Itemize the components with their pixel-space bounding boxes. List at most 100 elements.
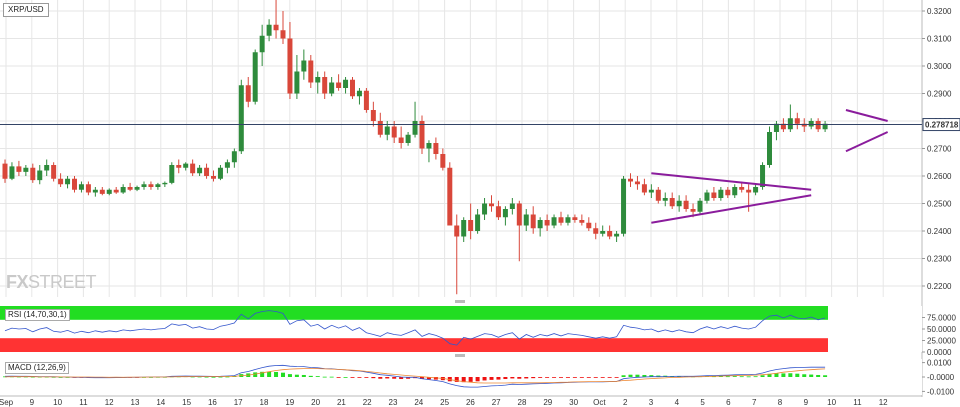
candle-body <box>356 90 362 97</box>
macd-histogram-bar <box>565 377 570 378</box>
macd-histogram-bar <box>649 375 654 377</box>
candle-body <box>44 165 50 171</box>
macd-histogram-bar <box>281 372 285 377</box>
candle-body <box>447 167 453 226</box>
macd-histogram-bar <box>524 377 529 379</box>
time-tick-label: 4 <box>675 398 680 407</box>
rsi-label: RSI (14,70,30,1) <box>5 309 70 321</box>
macd-histogram-bar <box>823 375 828 377</box>
macd-histogram-bar <box>315 376 320 377</box>
time-tick-label: 21 <box>337 398 346 407</box>
candle-body <box>92 189 98 193</box>
candle-body <box>690 209 696 212</box>
macd-histogram-bar <box>795 373 800 377</box>
candle-body <box>516 203 522 226</box>
time-tick-label: 14 <box>156 398 165 407</box>
candle-body <box>266 24 272 36</box>
candle-body <box>808 121 814 127</box>
candle-body <box>65 178 71 185</box>
macd-label: MACD (12,26,9) <box>5 362 69 374</box>
macd-histogram-bar <box>788 373 793 377</box>
price-tick-label: 0.2900 <box>927 90 952 99</box>
time-tick-label: 20 <box>311 398 320 407</box>
candle-body <box>489 203 494 207</box>
macd-histogram-bar <box>538 377 543 378</box>
candle-body <box>767 132 772 165</box>
macd-histogram-bar <box>760 375 765 377</box>
candle-body <box>426 143 432 149</box>
macd-histogram-bar <box>308 375 313 377</box>
candle-body <box>419 121 425 149</box>
candle-body <box>120 187 126 193</box>
candle-body <box>412 121 418 135</box>
candle-body <box>370 110 376 121</box>
macd-tick-label: -0.0000 <box>927 373 955 382</box>
time-tick-label: 10 <box>827 398 836 407</box>
candle-body <box>565 217 571 223</box>
candle-body <box>676 200 682 207</box>
candle-body <box>9 166 15 179</box>
time-tick-label: 24 <box>414 398 423 407</box>
candle-body <box>586 222 592 229</box>
candle-body <box>697 200 703 212</box>
candle-body <box>711 192 717 198</box>
candle-body <box>537 220 543 229</box>
macd-histogram-bar <box>559 377 563 378</box>
candle-body <box>607 231 613 237</box>
candle-body <box>85 184 91 193</box>
candle-body <box>683 200 689 209</box>
candle-body <box>308 60 314 83</box>
candle-body <box>148 184 154 187</box>
candle-body <box>106 189 112 194</box>
macd-histogram-bar <box>510 377 515 379</box>
candle-body <box>794 118 800 124</box>
trendline-flag-bottom <box>651 194 812 224</box>
candle-body <box>99 189 105 194</box>
candle-body <box>753 187 759 193</box>
rsi-tick-label: 50.0000 <box>927 325 956 334</box>
candle-body <box>259 35 265 53</box>
macd-histogram-bar <box>607 377 612 378</box>
rsi-tick-label: 75.0000 <box>927 314 956 323</box>
macd-histogram-bar <box>753 376 758 378</box>
candle-body <box>238 85 244 152</box>
candle-body <box>350 79 355 97</box>
candle-body <box>648 189 654 193</box>
macd-histogram-bar <box>517 377 522 379</box>
macd-histogram-bar <box>274 371 279 377</box>
candle-body <box>482 203 488 215</box>
macd-histogram-bar <box>336 377 341 378</box>
current-price-badge <box>922 118 960 132</box>
candle-body <box>634 181 640 185</box>
macd-histogram-bar <box>371 377 376 379</box>
candle-body <box>78 184 84 190</box>
macd-histogram-bar <box>767 373 772 377</box>
trendline-pennant-top <box>845 109 888 122</box>
candle-body <box>294 71 300 94</box>
trendline-flag-top <box>651 172 812 191</box>
macd-histogram-bar <box>343 377 348 378</box>
macd-histogram-bar <box>628 374 633 377</box>
candle-body <box>509 203 515 209</box>
candle-body <box>773 123 779 132</box>
rsi-pane: 75.0000 50.0000 25.0000 0.0000 <box>0 306 956 357</box>
time-tick-label: 10 <box>53 398 62 407</box>
time-tick-label: 25 <box>440 398 449 407</box>
time-tick-label: 9 <box>30 398 35 407</box>
candle-body <box>579 220 585 223</box>
macd-histogram-bar <box>30 376 35 378</box>
macd-histogram-bar <box>58 377 63 378</box>
price-tick-label: 0.2300 <box>927 255 952 264</box>
candle-body <box>454 225 460 237</box>
time-tick-label: 13 <box>131 398 140 407</box>
macd-histogram-bar <box>350 377 355 378</box>
price-tick-label: 0.2500 <box>927 200 952 209</box>
candle-body <box>245 85 251 102</box>
candle-body <box>655 189 661 201</box>
candle-body <box>377 121 383 135</box>
macd-signal-line <box>4 368 826 384</box>
candle-body <box>336 82 342 88</box>
macd-histogram-bar <box>635 374 640 377</box>
macd-histogram-bar <box>287 374 292 377</box>
